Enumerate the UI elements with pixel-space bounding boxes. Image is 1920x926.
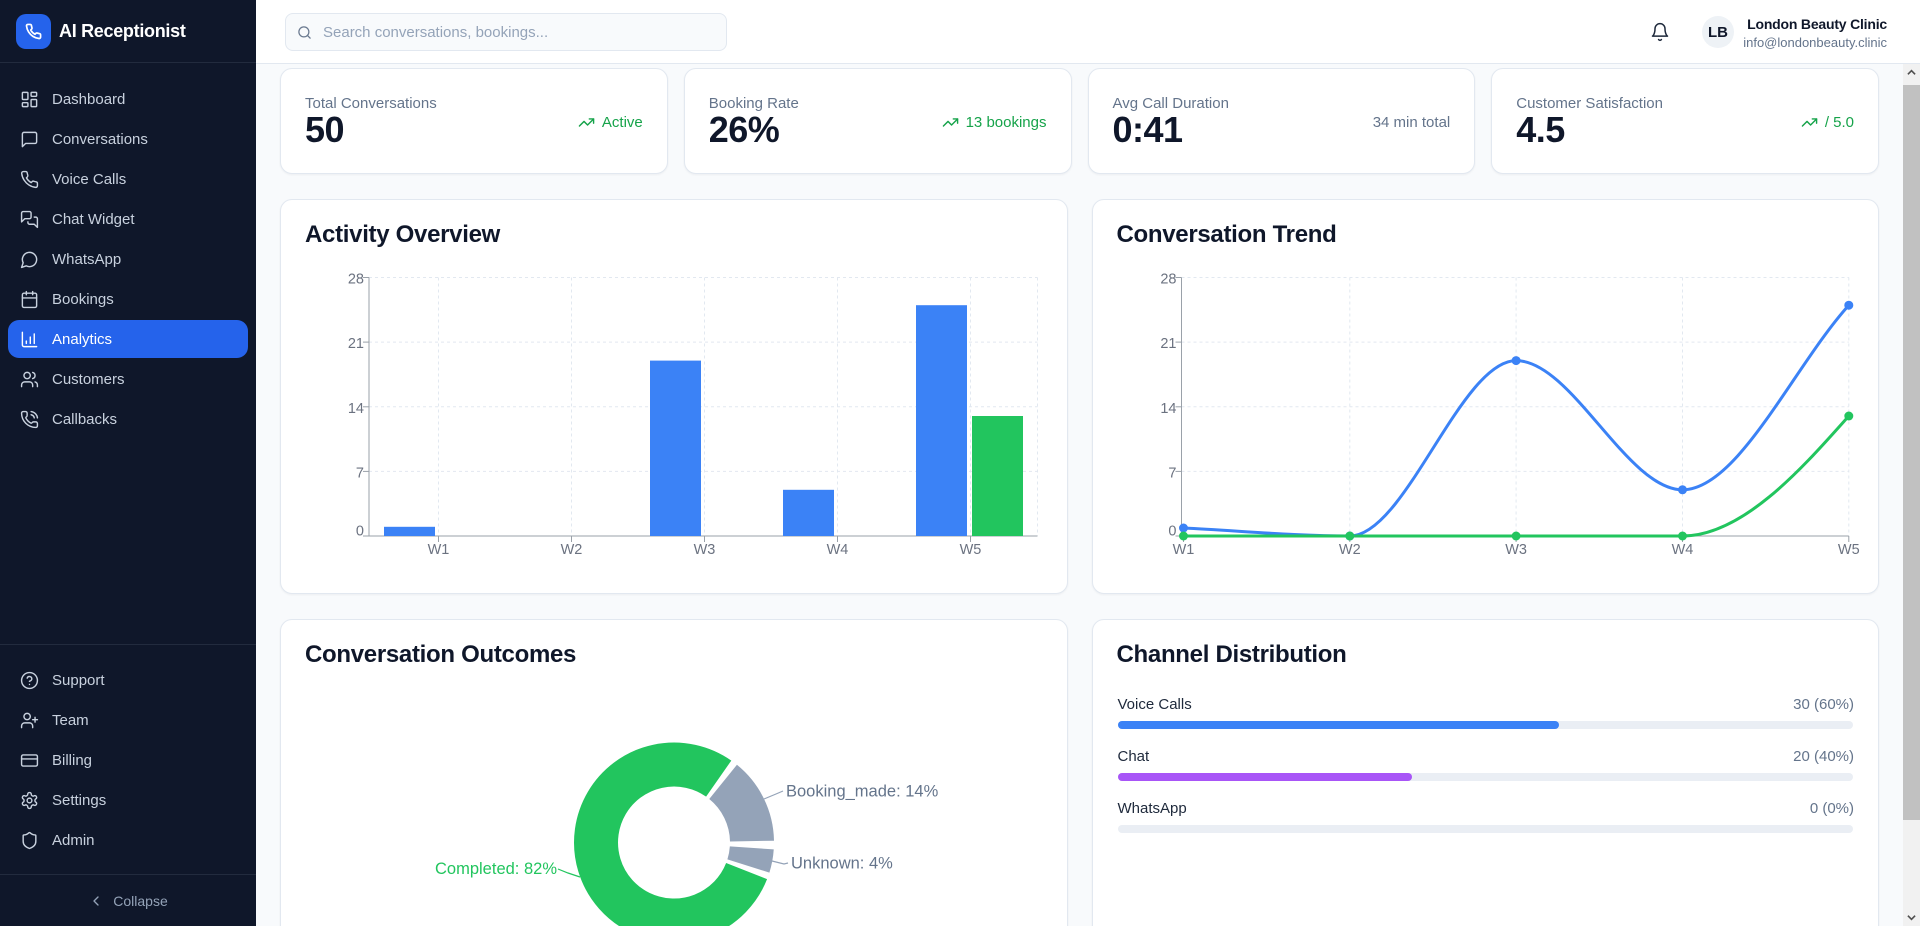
svg-text:21: 21 [348, 336, 364, 352]
svg-text:W5: W5 [960, 542, 982, 558]
svg-text:Unknown: 4%: Unknown: 4% [791, 854, 893, 872]
svg-text:14: 14 [348, 400, 364, 416]
svg-text:Completed: 82%: Completed: 82% [435, 860, 557, 878]
svg-text:W2: W2 [1338, 542, 1360, 558]
svg-text:21: 21 [1160, 336, 1176, 352]
svg-text:W4: W4 [827, 542, 849, 558]
svg-text:W4: W4 [1671, 542, 1693, 558]
svg-text:W3: W3 [1505, 542, 1527, 558]
svg-text:0: 0 [1168, 523, 1176, 539]
svg-text:W1: W1 [428, 542, 450, 558]
svg-text:7: 7 [1168, 465, 1176, 481]
svg-text:W2: W2 [561, 542, 583, 558]
svg-text:28: 28 [1160, 271, 1176, 287]
svg-text:7: 7 [356, 465, 364, 481]
svg-text:W3: W3 [694, 542, 716, 558]
svg-text:14: 14 [1160, 400, 1176, 416]
svg-text:W1: W1 [1172, 542, 1194, 558]
svg-text:Booking_made: 14%: Booking_made: 14% [786, 782, 939, 800]
svg-text:0: 0 [356, 523, 364, 539]
svg-text:28: 28 [348, 271, 364, 287]
svg-text:W5: W5 [1837, 542, 1859, 558]
